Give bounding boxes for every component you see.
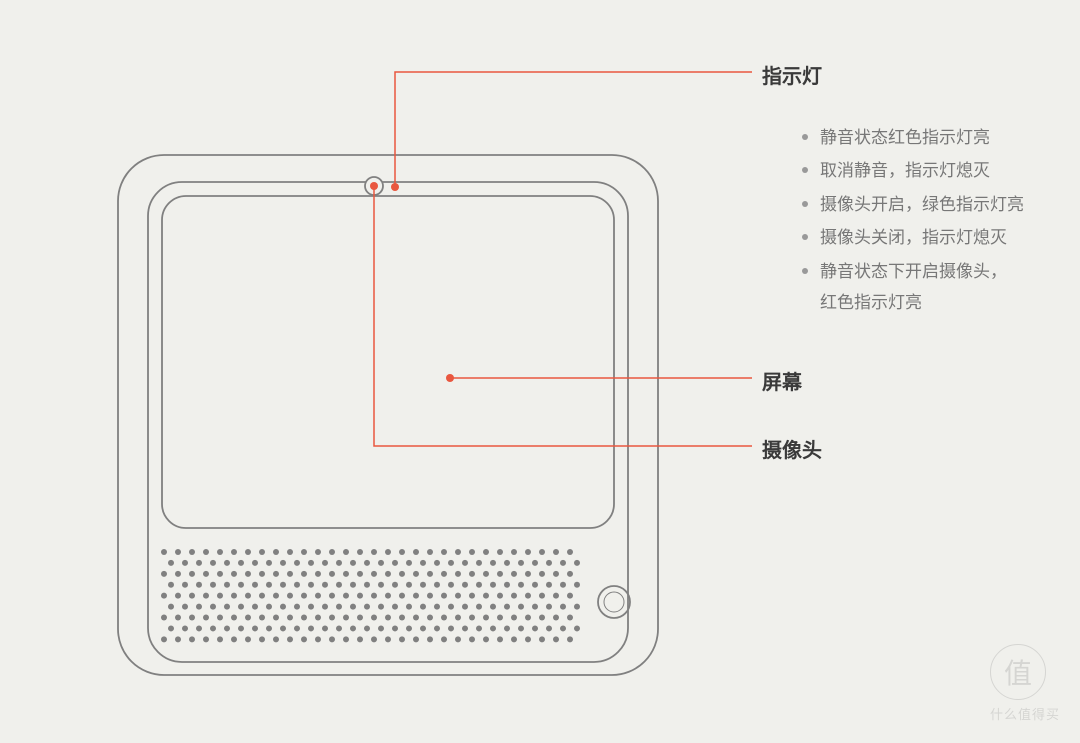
watermark-text: 什么值得买 bbox=[990, 704, 1060, 723]
diagram-canvas: { "labels": { "indicator": "指示灯", "scree… bbox=[0, 0, 1080, 743]
bullet-item: 静音状态下开启摄像头， 红色指示灯亮 bbox=[802, 256, 1024, 319]
label-camera: 摄像头 bbox=[762, 434, 822, 463]
label-screen: 屏幕 bbox=[762, 366, 802, 395]
bullet-item: 取消静音，指示灯熄灭 bbox=[802, 155, 1024, 186]
label-indicator: 指示灯 bbox=[762, 60, 822, 89]
indicator-bullets: 静音状态红色指示灯亮取消静音，指示灯熄灭摄像头开启，绿色指示灯亮摄像头关闭，指示… bbox=[762, 122, 1024, 321]
watermark: 值 什么值得买 bbox=[990, 644, 1060, 723]
watermark-icon: 值 bbox=[990, 644, 1046, 700]
bullet-item: 静音状态红色指示灯亮 bbox=[802, 122, 1024, 153]
device-svg bbox=[0, 0, 1080, 743]
bullet-item: 摄像头开启，绿色指示灯亮 bbox=[802, 189, 1024, 220]
bullet-item: 摄像头关闭，指示灯熄灭 bbox=[802, 222, 1024, 253]
